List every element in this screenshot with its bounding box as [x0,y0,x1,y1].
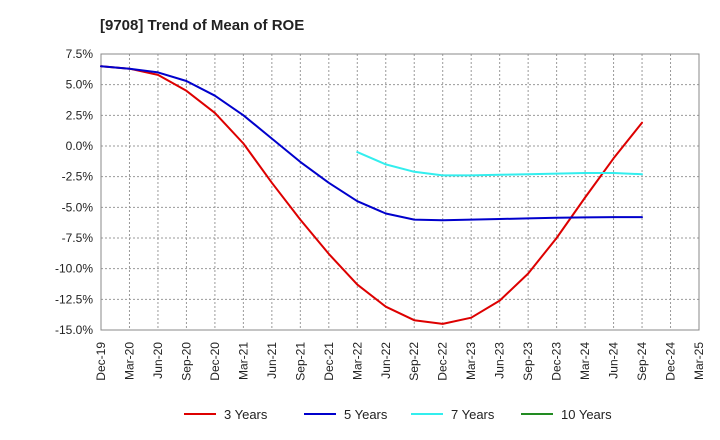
series-line-7-years [356,151,643,177]
legend-label: 5 Years [344,407,388,422]
x-tick-label: Jun-24 [607,342,621,379]
x-tick-label: Sep-21 [293,342,307,381]
y-tick-label: -12.5% [55,292,93,306]
x-tick-label: Mar-25 [692,342,706,380]
x-tick-label: Mar-20 [122,342,136,380]
y-tick-label: 5.0% [66,78,94,92]
x-tick-label: Jun-23 [493,342,507,379]
y-axis-ticks: 7.5% 5.0% 2.5% 0.0% -2.5% -5.0% -7.5% -10.0% -12… [55,47,93,337]
series-line-3-years [100,65,643,325]
y-tick-label: -7.5% [62,231,94,245]
series-line-5-years [100,65,643,222]
x-tick-label: Dec-21 [322,342,336,381]
y-tick-label: -2.5% [62,170,94,184]
x-tick-label: Sep-23 [521,342,535,381]
x-tick-label: Dec-23 [550,342,564,381]
x-tick-label: Sep-22 [407,342,421,381]
x-tick-label: Dec-22 [436,342,450,381]
x-tick-label: Sep-20 [179,342,193,381]
x-tick-label: Mar-23 [464,342,478,380]
y-tick-label: 7.5% [66,47,94,61]
x-tick-label: Mar-22 [350,342,364,380]
chart-title: [9708] Trend of Mean of ROE [100,17,304,34]
x-tick-label: Jun-20 [151,342,165,379]
legend-label: 10 Years [561,407,612,422]
x-tick-label: Sep-24 [635,342,649,381]
x-tick-label: Jun-22 [379,342,393,379]
y-tick-label: -5.0% [62,200,94,214]
x-tick-label: Mar-21 [236,342,250,380]
x-tick-label: Dec-20 [208,342,222,381]
legend: 3 Years 5 Years 7 Years 10 Years [184,407,612,422]
y-tick-label: -10.0% [55,262,93,276]
y-tick-label: 0.0% [66,139,94,153]
y-tick-label: -15.0% [55,323,93,337]
series-lines [100,65,643,325]
plot-frame [100,53,700,331]
x-tick-label: Dec-19 [94,342,108,381]
x-tick-label: Dec-24 [664,342,678,381]
x-tick-label: Mar-24 [578,342,592,380]
legend-label: 7 Years [451,407,495,422]
x-tick-label: Jun-21 [265,342,279,379]
grid-lines [101,54,699,330]
y-tick-label: 2.5% [66,108,94,122]
legend-label: 3 Years [224,407,268,422]
x-axis-ticks: Dec-19 Mar-20 Jun-20 Sep-20 Dec-20 Mar-21 Jun-… [94,342,706,381]
